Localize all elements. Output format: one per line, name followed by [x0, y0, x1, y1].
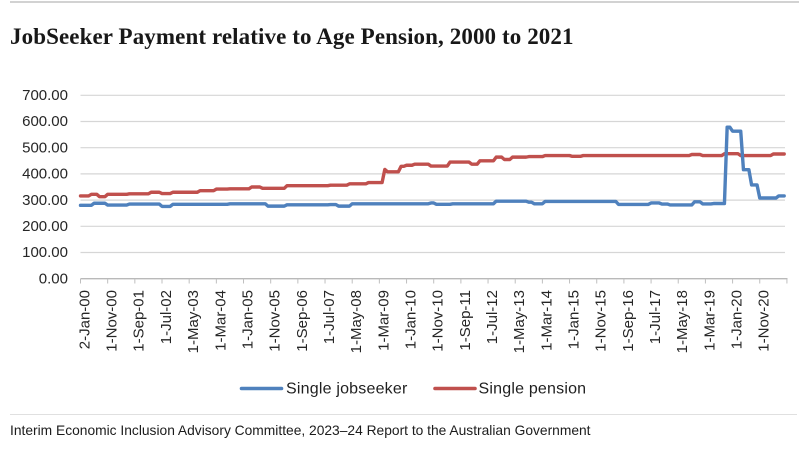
svg-text:Single pension: Single pension [479, 381, 587, 398]
svg-text:2-Jan-00: 2-Jan-00 [76, 290, 93, 349]
svg-text:1-Mar-09: 1-Mar-09 [375, 290, 392, 351]
svg-text:200.00: 200.00 [22, 218, 68, 235]
svg-text:Single jobseeker: Single jobseeker [286, 381, 408, 398]
svg-text:1-Jan-20: 1-Jan-20 [728, 290, 745, 349]
svg-text:1-Jan-10: 1-Jan-10 [402, 290, 419, 349]
svg-text:1-Mar-04: 1-Mar-04 [212, 290, 229, 351]
svg-text:100.00: 100.00 [22, 244, 68, 261]
svg-text:1-Mar-14: 1-Mar-14 [538, 290, 555, 351]
svg-text:1-Sep-06: 1-Sep-06 [294, 290, 311, 352]
svg-text:500.00: 500.00 [22, 139, 68, 156]
svg-text:1-Nov-15: 1-Nov-15 [593, 290, 610, 352]
svg-text:1-Jul-07: 1-Jul-07 [321, 290, 338, 344]
svg-text:600.00: 600.00 [22, 113, 68, 130]
svg-text:400.00: 400.00 [22, 166, 68, 183]
svg-text:1-May-08: 1-May-08 [348, 290, 365, 353]
svg-text:1-May-13: 1-May-13 [511, 290, 528, 353]
svg-text:1-Jul-17: 1-Jul-17 [647, 290, 664, 344]
svg-text:1-Nov-00: 1-Nov-00 [104, 290, 121, 352]
svg-text:1-Jan-05: 1-Jan-05 [239, 290, 256, 349]
svg-text:1-May-03: 1-May-03 [185, 290, 202, 353]
svg-text:1-May-18: 1-May-18 [674, 290, 691, 353]
svg-text:300.00: 300.00 [22, 192, 68, 209]
svg-text:1-Jul-02: 1-Jul-02 [158, 290, 175, 344]
svg-text:700.00: 700.00 [22, 87, 68, 104]
svg-text:1-Sep-11: 1-Sep-11 [457, 290, 474, 351]
svg-text:1-Jul-12: 1-Jul-12 [484, 290, 501, 344]
svg-text:1-Sep-01: 1-Sep-01 [131, 290, 148, 352]
svg-text:1-Nov-20: 1-Nov-20 [756, 290, 773, 352]
svg-text:0.00: 0.00 [39, 270, 68, 287]
svg-text:1-Nov-05: 1-Nov-05 [267, 290, 284, 352]
svg-text:1-Nov-10: 1-Nov-10 [430, 290, 447, 352]
svg-text:1-Mar-19: 1-Mar-19 [701, 290, 718, 351]
svg-text:1-Sep-16: 1-Sep-16 [620, 290, 637, 352]
svg-text:1-Jan-15: 1-Jan-15 [565, 290, 582, 349]
